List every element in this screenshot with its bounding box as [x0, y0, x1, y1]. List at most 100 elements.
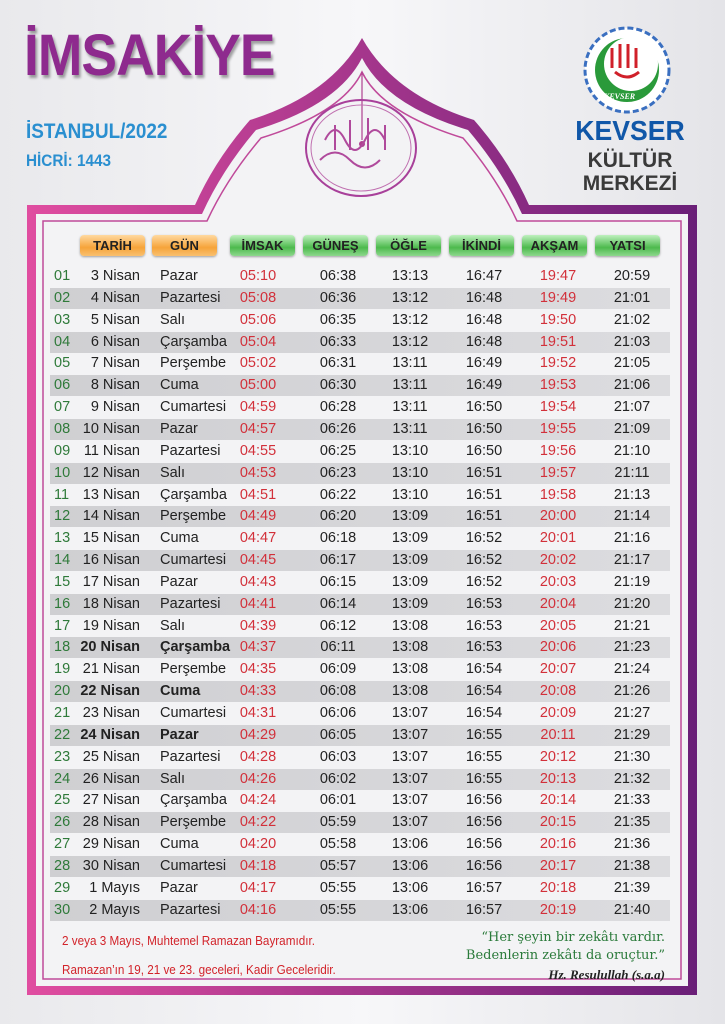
date-cell: 25 Nisan	[82, 748, 140, 765]
hadith-quote: “Her şeyin bir zekâtı vardır. Bedenlerin…	[466, 929, 665, 965]
ikindi-time: 16:51	[465, 464, 503, 481]
aksam-time: 19:53	[539, 377, 577, 394]
yatsi-time: 21:32	[613, 770, 651, 787]
row-number: 18	[54, 639, 71, 656]
imsak-time: 05:04	[239, 333, 277, 350]
date-cell: 26 Nisan	[82, 770, 140, 787]
row-number: 13	[54, 530, 71, 547]
ikindi-time: 16:50	[465, 399, 503, 416]
aksam-time: 19:47	[539, 268, 577, 284]
date-cell: 2 Mayıs	[89, 901, 140, 918]
ogle-time: 13:11	[392, 399, 428, 416]
ikindi-time: 16:54	[465, 683, 503, 700]
ikindi-time: 16:56	[465, 836, 503, 853]
yatsi-time: 21:03	[613, 333, 651, 350]
date-cell: 16 Nisan	[82, 552, 140, 569]
ikindi-time: 16:53	[465, 617, 503, 634]
gunes-time: 06:08	[319, 683, 357, 700]
yatsi-time: 21:39	[613, 879, 651, 896]
table-row: 12 14 Nisan Perşembe 04:49 06:20 13:09 16:51 20…	[50, 506, 670, 528]
date-cell: 13 Nisan	[82, 486, 140, 503]
aksam-time: 20:06	[539, 639, 577, 656]
yatsi-time: 21:20	[613, 595, 651, 612]
table-row: 28 30 Nisan Cumartesi 04:18 05:57 13:06 16:56 2…	[50, 855, 670, 877]
aksam-time: 20:13	[539, 770, 577, 787]
gunes-time: 05:59	[319, 814, 357, 831]
ikindi-time: 16:56	[465, 792, 503, 809]
gunes-time: 06:20	[319, 508, 357, 525]
date-cell: 22 Nisan	[80, 683, 140, 700]
row-number: 01	[54, 268, 71, 284]
ogle-time: 13:09	[391, 530, 429, 547]
gunes-time: 05:55	[319, 901, 357, 918]
imsak-time: 04:24	[239, 792, 277, 809]
aksam-time: 19:55	[539, 420, 577, 437]
day-cell: Pazartesi	[160, 901, 221, 918]
org-subtitle: KÜLTÜR MERKEZİ	[560, 149, 700, 195]
row-number: 10	[54, 464, 71, 481]
imsak-time: 05:10	[239, 268, 277, 284]
ogle-time: 13:09	[391, 508, 429, 525]
date-cell: 5 Nisan	[90, 311, 140, 328]
column-header: İMSAK	[230, 235, 295, 256]
yatsi-time: 21:24	[613, 661, 651, 678]
table-row: 19 21 Nisan Perşembe 04:35 06:09 13:08 16:54 20…	[50, 659, 670, 680]
quote-source: Hz. Resulullah (s.a.a)	[548, 967, 665, 982]
aksam-time: 19:52	[539, 355, 577, 372]
aksam-time: 20:07	[539, 661, 577, 678]
row-number: 14	[54, 552, 71, 569]
row-number: 11	[54, 486, 70, 503]
gunes-time: 06:33	[319, 333, 357, 350]
gunes-time: 06:18	[319, 530, 357, 547]
column-header: GÜNEŞ	[303, 235, 368, 256]
ogle-time: 13:13	[391, 268, 429, 284]
day-cell: Pazar	[160, 879, 198, 896]
ogle-time: 13:07	[391, 705, 429, 721]
ogle-time: 13:06	[391, 857, 429, 874]
table-row: 11 13 Nisan Çarşamba 04:51 06:22 13:10 16:51 19…	[50, 485, 670, 506]
row-number: 23	[54, 748, 71, 765]
imsak-time: 04:37	[239, 639, 277, 656]
date-cell: 11 Nisan	[83, 442, 140, 459]
row-number: 30	[54, 901, 71, 918]
yatsi-time: 21:38	[613, 857, 651, 874]
imsak-time: 04:18	[239, 857, 277, 874]
aksam-time: 20:14	[539, 792, 577, 809]
row-number: 27	[54, 836, 71, 853]
aksam-time: 19:50	[539, 311, 577, 328]
ogle-time: 13:07	[391, 792, 429, 809]
day-cell: Cuma	[160, 530, 199, 547]
table-row: 13 15 Nisan Cuma 04:47 06:18 13:09 16:52 20:01 2…	[50, 528, 670, 549]
gunes-time: 06:06	[319, 705, 357, 721]
table-row: 25 27 Nisan Çarşamba 04:24 06:01 13:07 16:56 20…	[50, 790, 670, 811]
row-number: 07	[54, 399, 71, 416]
day-cell: Pazar	[160, 726, 199, 743]
column-header: ÖĞLE	[376, 235, 441, 256]
table-row: 22 24 Nisan Pazar 04:29 06:05 13:07 16:55 20:11…	[50, 724, 670, 746]
row-number: 22	[54, 726, 71, 743]
imsak-time: 04:39	[239, 617, 277, 634]
hicri-year: HİCRİ: 1443	[26, 151, 112, 170]
aksam-time: 19:49	[539, 289, 577, 306]
date-cell: 15 Nisan	[82, 530, 140, 547]
ogle-time: 13:07	[391, 814, 429, 831]
ogle-time: 13:10	[391, 442, 429, 459]
row-number: 15	[54, 573, 71, 590]
date-cell: 27 Nisan	[82, 792, 140, 809]
aksam-time: 20:17	[539, 857, 577, 874]
aksam-time: 20:11	[540, 726, 576, 743]
day-cell: Perşembe	[160, 814, 227, 831]
imsak-time: 05:08	[239, 289, 277, 306]
row-number: 19	[54, 661, 71, 678]
imsak-time: 04:22	[239, 814, 277, 831]
gunes-time: 05:55	[319, 879, 357, 896]
kadir-note: Ramazan’ın 19, 21 ve 23. geceleri, Kadir…	[62, 962, 336, 977]
yatsi-time: 21:19	[613, 573, 651, 590]
ikindi-time: 16:49	[465, 355, 503, 372]
row-number: 02	[54, 289, 71, 306]
yatsi-time: 21:11	[614, 464, 650, 481]
yatsi-time: 21:13	[613, 486, 651, 503]
ikindi-time: 16:55	[465, 770, 503, 787]
imsak-time: 04:29	[239, 726, 277, 743]
imsak-time: 04:51	[239, 486, 277, 503]
